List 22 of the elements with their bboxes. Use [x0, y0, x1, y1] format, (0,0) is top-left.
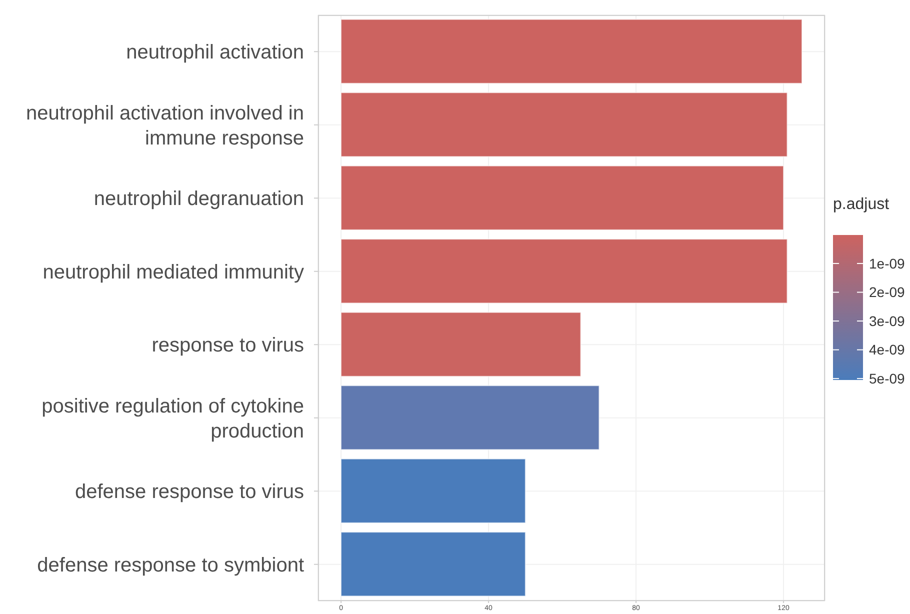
y-tick-label: neutrophil mediated immunity	[42, 261, 304, 284]
y-tick-label: neutrophil activation	[126, 42, 304, 64]
y-tick-label: defense response to symbiont	[37, 554, 304, 576]
bar	[340, 238, 788, 304]
bar	[340, 532, 526, 597]
bar	[340, 165, 784, 230]
y-tick-label: positive regulation of cytokine production	[42, 395, 304, 442]
y-tick-label: defense response to virus	[74, 481, 304, 504]
color-bar-label: 1e-09	[869, 255, 906, 272]
bar	[340, 18, 802, 84]
y-tick-label: neutrophil activation involved in immune response	[26, 102, 304, 150]
color-bar-title: p.adjust	[833, 196, 890, 213]
y-tick-label: response to virus	[152, 334, 304, 357]
color-bar-label: 2e-09	[869, 284, 906, 300]
bar	[340, 312, 582, 377]
bar	[340, 385, 600, 450]
color-bar-label: 5e-09	[869, 370, 906, 386]
y-tick-label: neutrophil degranuation	[94, 188, 304, 210]
bar	[340, 458, 526, 524]
bar	[340, 92, 788, 158]
color-bar-label: 3e-09	[869, 312, 906, 329]
color-bar-label: 4e-09	[869, 342, 906, 358]
